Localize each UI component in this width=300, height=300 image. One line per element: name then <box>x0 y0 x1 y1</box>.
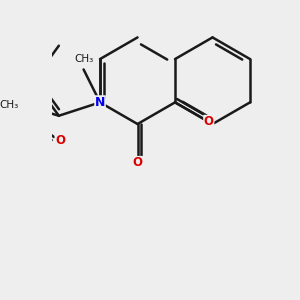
Text: O: O <box>204 116 214 128</box>
Text: O: O <box>133 157 142 169</box>
Text: O: O <box>55 134 65 147</box>
Text: CH₃: CH₃ <box>74 54 93 64</box>
Text: N: N <box>95 96 105 109</box>
Text: CH₃: CH₃ <box>0 100 18 110</box>
